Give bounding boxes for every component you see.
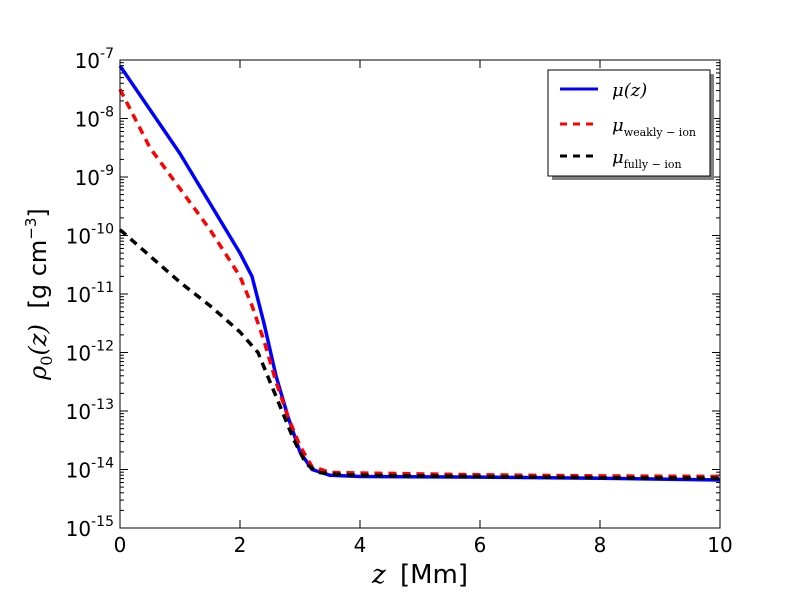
legend-label-fully: μfully − ion	[612, 147, 682, 171]
y-tick-label: 10-10	[66, 222, 114, 249]
y-axis-unit-close: ]	[24, 208, 52, 217]
y-axis-subscript: 0	[37, 356, 56, 366]
series-line-mu-fully-ion	[118, 228, 721, 481]
x-tick-label: 10	[707, 533, 732, 557]
x-axis-label: z [Mm]	[371, 560, 468, 590]
series-line-mu-weakly-ion	[118, 88, 721, 479]
y-tick-label: 10-9	[75, 163, 114, 190]
x-tick-label: 6	[474, 533, 487, 557]
y-tick-label: 10-12	[66, 339, 114, 366]
y-axis-unit-exp: −3	[22, 218, 40, 240]
y-axis-label: ρ0(z) [g cm−3]	[22, 208, 56, 381]
x-axis-symbol: z	[371, 560, 386, 590]
legend-label-weakly: μweakly − ion	[612, 115, 696, 139]
tick-labels-group: 0 2 4 6 8 10 10-15 10-14 10-13 10-12 10-11 10-10 10-…	[66, 46, 733, 557]
legend-fully-sub: fully − ion	[624, 158, 682, 171]
y-axis-unit: [g cm	[24, 240, 52, 309]
legend-fully-main: μ	[612, 147, 624, 168]
y-tick-label: 10-11	[66, 280, 114, 307]
x-tick-label: 4	[354, 533, 367, 557]
y-axis-arg: (z)	[24, 324, 52, 355]
x-tick-label: 8	[594, 533, 607, 557]
y-axis-symbol: ρ	[24, 366, 52, 381]
legend-label-mu: μ(z)	[612, 80, 647, 101]
x-tick-label: 0	[114, 533, 127, 557]
y-tick-label: 10-7	[75, 46, 114, 73]
y-tick-label: 10-15	[66, 514, 114, 541]
legend-weakly-sub: weakly − ion	[624, 126, 696, 139]
legend-weakly-main: μ	[612, 115, 624, 136]
series-group	[118, 64, 721, 482]
legend: μ(z) μweakly − ion μfully − ion	[547, 69, 714, 180]
x-axis-unit: [Mm]	[400, 560, 468, 590]
ticks-group	[119, 59, 721, 529]
y-tick-label: 10-13	[66, 397, 114, 424]
x-tick-label: 2	[234, 533, 247, 557]
y-tick-label: 10-14	[66, 456, 114, 483]
y-tick-label: 10-8	[75, 105, 114, 132]
plot-frame	[119, 59, 721, 529]
